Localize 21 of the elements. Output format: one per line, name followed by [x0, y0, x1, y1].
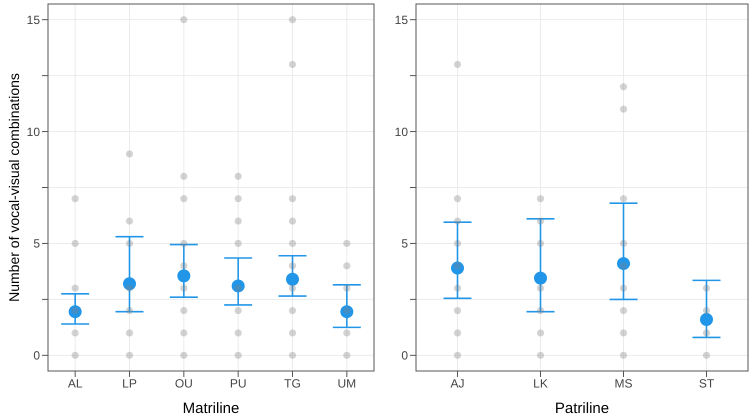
y-tick-label: 0	[401, 348, 408, 363]
x-tick-label: AJ	[450, 376, 465, 391]
x-tick-label: PU	[230, 376, 247, 391]
x-tick-label: AL	[68, 376, 83, 391]
y-tick-label: 15	[394, 12, 408, 27]
y-axis-title: Number of vocal-visual combinations	[6, 73, 22, 302]
y-tick-label: 10	[26, 124, 40, 139]
x-tick-label: LP	[122, 376, 137, 391]
y-tick-label: 0	[33, 348, 40, 363]
y-tick-label: 5	[401, 236, 408, 251]
y-tick-label: 10	[394, 124, 408, 139]
x-tick-label: TG	[284, 376, 301, 391]
x-tick-label: ST	[698, 376, 715, 391]
x-tick-label: UM	[337, 376, 356, 391]
x-axis-title: Matriline	[182, 400, 240, 417]
x-axis-title: Patriline	[554, 400, 610, 417]
x-tick-label: MS	[614, 376, 632, 391]
x-tick-label: OU	[174, 376, 193, 391]
y-tick-label: 5	[33, 236, 40, 251]
y-tick-label: 15	[26, 12, 40, 27]
x-tick-label: LK	[533, 376, 548, 391]
